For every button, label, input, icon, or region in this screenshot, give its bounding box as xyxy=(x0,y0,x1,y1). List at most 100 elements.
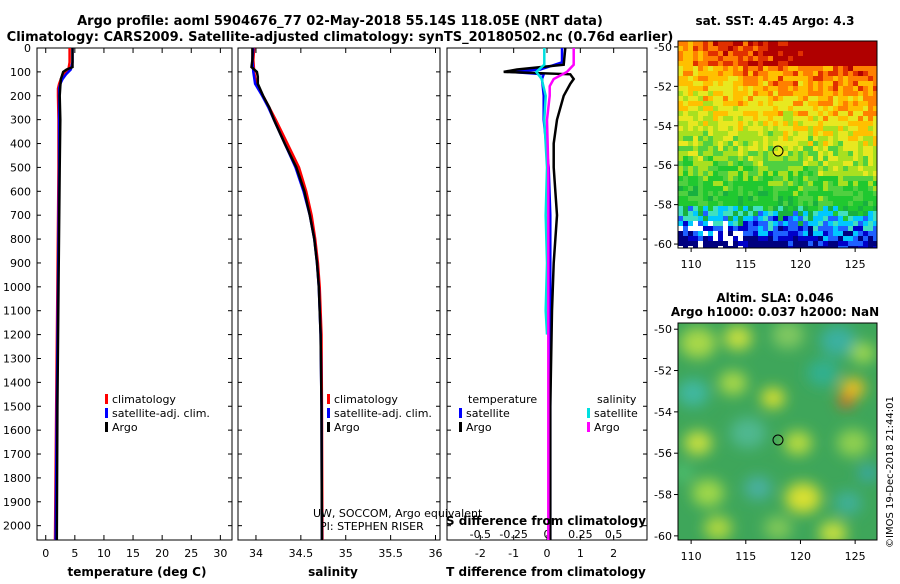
difference-panel: -2 -1 0 1 2 -0.5 -0.25 0 0.25 0.5 S difference fr… xyxy=(446,47,648,579)
map-x-tick-label: 110 xyxy=(681,258,702,271)
map-y-tick-label: -58 xyxy=(654,199,672,212)
s-diff-tick-label: 0 xyxy=(544,528,551,541)
sla-map-frame xyxy=(677,322,878,541)
legend-label: climatology xyxy=(112,393,176,406)
salinity-panel: 34 34.5 35 35.5 36 salinity climatologysatel… xyxy=(237,47,483,579)
map-y-tick-label: -50 xyxy=(654,41,672,54)
depth-tick-label: 700 xyxy=(10,209,31,222)
depth-tick-label: 1500 xyxy=(3,400,31,413)
depth-tick-label: 900 xyxy=(10,257,31,270)
map-x-tick-label: 125 xyxy=(845,550,866,563)
figure-title-line1: Argo profile: aoml 5904676_77 02-May-201… xyxy=(77,14,603,29)
depth-tick-label: 1200 xyxy=(3,329,31,342)
series-line-satellite-adj-clim- xyxy=(251,47,324,541)
map-y-tick-label: -60 xyxy=(654,530,672,543)
map-x-tick-label: 120 xyxy=(790,258,811,271)
t-diff-tick-label: -2 xyxy=(475,547,486,560)
legend-swatch xyxy=(459,408,462,418)
depth-tick-label: 1300 xyxy=(3,352,31,365)
map-y-tick-label: -56 xyxy=(654,159,672,172)
legend-swatch xyxy=(327,394,330,404)
temperature-plot-frame xyxy=(36,47,233,541)
temperature-xlabel: temperature (deg C) xyxy=(68,565,207,579)
legend-label: Argo xyxy=(112,421,138,434)
t-difference-label: T difference from climatology xyxy=(446,565,646,579)
imos-timestamp: ©IMOS 19-Dec-2018 21:44:01 xyxy=(885,396,896,548)
map-x-tick-label: 115 xyxy=(735,258,756,271)
salinity-plot-frame xyxy=(237,47,441,541)
s-diff-tick-label: -0.25 xyxy=(499,528,527,541)
x-tick-label: 15 xyxy=(126,547,140,560)
legend-swatch xyxy=(105,422,108,432)
sst-heatmap xyxy=(678,41,877,248)
series-line-climatology xyxy=(252,47,324,541)
legend-label: satellite xyxy=(466,407,510,420)
t-diff-tick-label: 2 xyxy=(610,547,617,560)
legend-swatch xyxy=(587,408,590,418)
series-line-temperature-argo xyxy=(503,47,576,540)
sst-map-panel: sat. SST: 4.45 Argo: 4.3 110 115 120 125 -50… xyxy=(654,14,878,271)
t-diff-tick-label: 0 xyxy=(544,547,551,560)
map-y-tick-label: -54 xyxy=(654,406,672,419)
map-x-tick-label: 110 xyxy=(681,550,702,563)
credit-line2: PI: STEPHEN RISER xyxy=(320,520,424,533)
t-diff-tick-label: -1 xyxy=(508,547,519,560)
x-tick-label: 20 xyxy=(155,547,169,560)
salinity-xlabel: salinity xyxy=(308,565,358,579)
series-line-argo xyxy=(250,48,324,541)
figure-title-line2: Climatology: CARS2009. Satellite-adjuste… xyxy=(7,30,674,45)
series-line-salinity-argo xyxy=(545,48,575,540)
x-tick-label: 0 xyxy=(42,547,49,560)
sla-map-panel: Altim. SLA: 0.046 Argo h1000: 0.037 h200… xyxy=(654,291,879,563)
legend-swatch xyxy=(327,408,330,418)
depth-tick-label: 1000 xyxy=(3,281,31,294)
legend-swatch xyxy=(105,408,108,418)
s-diff-tick-label: 0.25 xyxy=(568,528,593,541)
legend-label: climatology xyxy=(334,393,398,406)
map-y-tick-label: -52 xyxy=(654,365,672,378)
depth-tick-label: 1100 xyxy=(3,305,31,318)
map-x-tick-label: 120 xyxy=(790,550,811,563)
x-tick-label: 10 xyxy=(97,547,111,560)
t-diff-tick-label: 1 xyxy=(577,547,584,560)
temperature-panel: 0 5 10 15 20 25 30 temperature (deg C) climato… xyxy=(36,47,233,579)
depth-axis: 0 100 200 300 400 500 600 700 800 900 1000 1100 1200… xyxy=(3,42,647,533)
x-tick-label: 35.5 xyxy=(378,547,403,560)
x-tick-label: 30 xyxy=(213,547,227,560)
legend-label: satellite xyxy=(594,407,638,420)
sla-argo-location-marker xyxy=(772,434,784,446)
x-tick-label: 36 xyxy=(429,547,443,560)
x-tick-label: 25 xyxy=(184,547,198,560)
depth-tick-label: 1600 xyxy=(3,424,31,437)
map-x-tick-label: 115 xyxy=(735,550,756,563)
legend-swatch xyxy=(105,394,108,404)
sla-map-title-line2: Argo h1000: 0.037 h2000: NaN xyxy=(671,305,879,319)
legend-title-temperature: temperature xyxy=(468,393,537,406)
sla-heatmap xyxy=(678,323,877,540)
s-difference-label: S difference from climatology xyxy=(446,514,646,528)
s-diff-tick-label: 0.5 xyxy=(605,528,623,541)
depth-tick-label: 300 xyxy=(10,114,31,127)
map-x-tick-label: 125 xyxy=(845,258,866,271)
depth-tick-label: 500 xyxy=(10,161,31,174)
legend-label: Argo xyxy=(466,421,492,434)
x-tick-label: 34 xyxy=(249,547,263,560)
legend-swatch xyxy=(327,422,330,432)
depth-tick-label: 2000 xyxy=(3,520,31,533)
legend-label: Argo xyxy=(594,421,620,434)
map-y-tick-label: -52 xyxy=(654,80,672,93)
depth-tick-label: 1700 xyxy=(3,448,31,461)
map-y-tick-label: -60 xyxy=(654,238,672,251)
legend-swatch xyxy=(459,422,462,432)
s-diff-tick-label: -0.5 xyxy=(470,528,491,541)
sst-map-frame xyxy=(677,40,878,249)
legend-label: satellite-adj. clim. xyxy=(334,407,432,420)
map-y-tick-label: -58 xyxy=(654,489,672,502)
depth-tick-label: 400 xyxy=(10,138,31,151)
map-y-tick-label: -50 xyxy=(654,323,672,336)
depth-tick-label: 1400 xyxy=(3,376,31,389)
legend-swatch xyxy=(587,422,590,432)
sla-map-title-line1: Altim. SLA: 0.046 xyxy=(716,291,833,305)
